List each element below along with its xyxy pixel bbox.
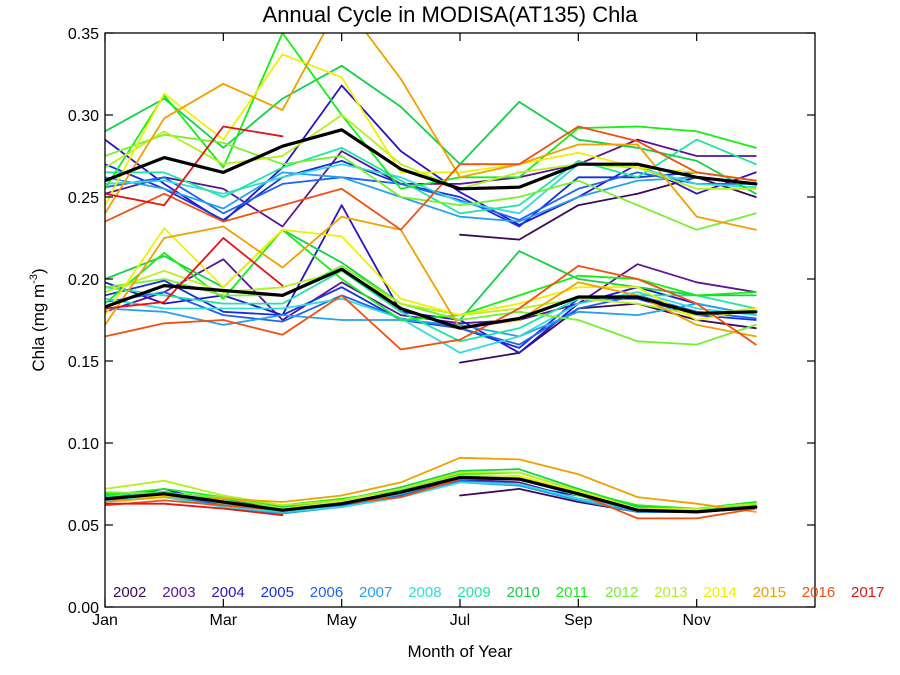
x-axis-label: Month of Year [408, 642, 513, 661]
x-tick-label-3: Jul [450, 612, 470, 629]
series-2017-mid [105, 237, 284, 310]
y-axis-label-sup: -3 [28, 274, 40, 284]
series-2007-high [105, 171, 757, 223]
series-2012-mid [105, 265, 757, 346]
series-2006-high [105, 171, 757, 221]
series-2013-high [105, 114, 757, 190]
series-2003-mid [105, 258, 757, 325]
series-2004-mid [105, 204, 757, 354]
legend-item-2011: 2011 [556, 584, 588, 601]
legend-item-2016: 2016 [802, 584, 835, 601]
series-2002-mid [459, 302, 757, 364]
series-2007-mid [105, 302, 757, 338]
legend-item-2003: 2003 [162, 584, 195, 601]
y-tick-label-4: 0.20 [68, 272, 99, 289]
legend-item-2012: 2012 [605, 584, 638, 601]
x-tick-label-1: Mar [210, 612, 238, 629]
x-tick-label-2: May [327, 612, 357, 629]
legend-item-2007: 2007 [359, 584, 392, 601]
legend-item-2008: 2008 [408, 584, 441, 601]
y-tick-label-2: 0.10 [68, 436, 99, 453]
series-2011-high [105, 33, 757, 190]
x-tick-label-0: Jan [92, 612, 118, 629]
series-mean-low [105, 475, 758, 514]
y-tick-label-0: 0.00 [68, 600, 99, 617]
series-2017-low [105, 502, 284, 517]
x-tick-label-5: Nov [682, 612, 710, 629]
series-2016-high [105, 125, 757, 231]
series-2015-high [105, 33, 757, 231]
legend-item-2002: 2002 [113, 584, 146, 601]
series-2002-high [459, 176, 757, 241]
legend: 2002 2003 2004 2005 2006 2007 2008 2009 2010 2011… [113, 584, 884, 601]
x-tick-label-4: Sep [564, 612, 593, 629]
series-2015-low [105, 456, 757, 513]
series-mean-high [105, 128, 758, 191]
legend-item-2013: 2013 [654, 584, 687, 601]
legend-item-2015: 2015 [753, 584, 786, 601]
legend-item-2009: 2009 [457, 584, 490, 601]
legend-item-2010: 2010 [507, 584, 540, 601]
legend-item-2006: 2006 [310, 584, 343, 601]
series-2016-low [105, 478, 757, 520]
y-tick-label-5: 0.25 [68, 190, 99, 207]
y-axis-label-main: Chla (mg m [29, 284, 48, 372]
series-2016-mid [105, 265, 757, 351]
y-tick-label-6: 0.30 [68, 108, 99, 125]
series-2012-high [105, 133, 757, 231]
legend-item-2017: 2017 [851, 584, 884, 601]
y-tick-label-3: 0.15 [68, 354, 99, 371]
y-axis-label: Chla (mg m-3) [28, 268, 48, 371]
y-tick-label-7: 0.35 [68, 26, 99, 43]
series-layer [105, 33, 758, 520]
series-2014-high [105, 53, 757, 207]
series-2014-mid [105, 227, 757, 321]
y-axis-label-close: ) [29, 268, 48, 274]
legend-item-2004: 2004 [211, 584, 244, 601]
series-mean-mid [105, 267, 758, 330]
legend-item-2014: 2014 [703, 584, 736, 601]
axes-layer: Jan Mar May Jul Sep Nov 0.00 0.05 0.10 0.15 0.20 0.… [68, 26, 815, 629]
legend-item-2005: 2005 [261, 584, 294, 601]
y-tick-label-1: 0.05 [68, 518, 99, 535]
series-2009-mid [105, 269, 757, 343]
chart-title: Annual Cycle in MODISA(AT135) Chla [263, 2, 639, 27]
